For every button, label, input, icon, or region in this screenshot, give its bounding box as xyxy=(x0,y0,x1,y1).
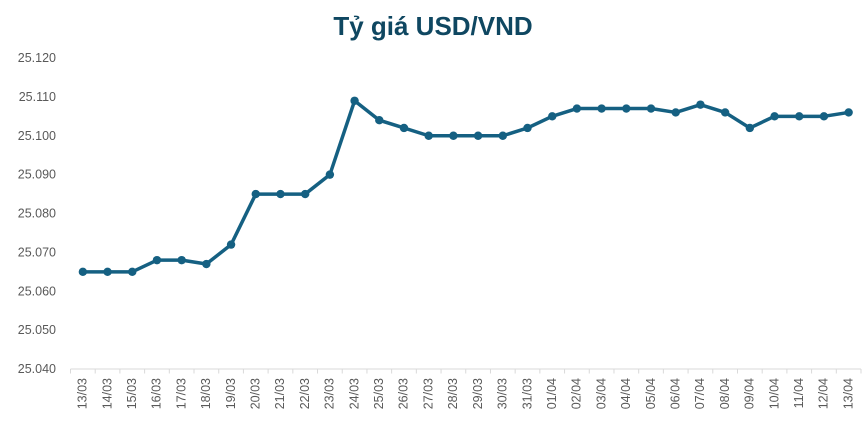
data-point-marker xyxy=(103,267,112,277)
x-axis-tick-label: 06/04 xyxy=(668,378,682,409)
x-axis-tick-label: 12/04 xyxy=(817,378,831,409)
x-axis-tick-label: 08/04 xyxy=(718,378,732,409)
y-axis-tick-label: 25.040 xyxy=(18,362,56,376)
x-axis-tick-label: 04/04 xyxy=(619,378,633,409)
x-axis-tick-label: 16/03 xyxy=(150,378,164,409)
data-point-marker xyxy=(622,104,631,113)
data-point-marker xyxy=(375,116,384,125)
data-point-marker xyxy=(128,267,137,277)
x-axis-tick-label: 10/04 xyxy=(767,378,781,409)
y-axis-tick-label: 25.100 xyxy=(18,129,56,143)
data-point-marker xyxy=(300,189,310,199)
series-line xyxy=(81,99,851,274)
data-point-marker xyxy=(795,112,804,121)
data-point-marker xyxy=(819,112,829,121)
x-axis-tick-label: 13/04 xyxy=(841,378,855,409)
x-axis-tick-label: 05/04 xyxy=(644,378,658,409)
x-axis-tick-label: 28/03 xyxy=(446,378,460,409)
data-point-marker xyxy=(498,131,508,140)
data-point-marker xyxy=(276,189,285,199)
x-axis-tick-label: 03/04 xyxy=(594,378,608,409)
y-axis-tick-label: 25.060 xyxy=(18,284,56,298)
data-point-marker xyxy=(251,189,260,199)
x-axis-tick-label: 02/04 xyxy=(570,378,584,409)
data-point-marker xyxy=(473,131,483,140)
data-point-marker xyxy=(325,170,335,179)
x-axis-tick-label: 23/03 xyxy=(323,378,337,409)
data-point-marker xyxy=(548,112,557,121)
data-point-marker xyxy=(646,104,656,113)
data-point-marker xyxy=(770,112,779,121)
data-point-marker xyxy=(399,123,409,133)
y-axis-tick-label: 25.110 xyxy=(19,90,56,104)
x-axis-tick-label: 26/03 xyxy=(397,378,411,409)
data-point-marker xyxy=(572,104,582,113)
x-axis-tick-label: 07/04 xyxy=(693,378,707,409)
x-axis-tick-label: 15/03 xyxy=(125,378,139,409)
data-point-marker xyxy=(696,100,705,109)
x-axis-tick-label: 22/03 xyxy=(298,378,312,409)
data-point-marker xyxy=(177,255,186,265)
x-axis-tick-label: 21/03 xyxy=(273,378,287,409)
x-axis-tick-label: 29/03 xyxy=(471,378,485,409)
x-axis-tick-label: 17/03 xyxy=(174,378,188,409)
x-axis-tick-label: 27/03 xyxy=(421,378,435,409)
data-point-marker xyxy=(78,267,88,277)
x-axis-tick-label: 14/03 xyxy=(100,378,114,409)
x-axis-tick-label: 13/03 xyxy=(76,378,90,409)
y-axis-tick-label: 25.080 xyxy=(18,207,56,221)
x-axis-tick-label: 20/03 xyxy=(249,378,263,409)
x-axis-tick-label: 01/04 xyxy=(545,378,559,409)
data-point-marker xyxy=(720,108,730,117)
y-axis-tick-label: 25.120 xyxy=(18,51,56,65)
data-point-marker xyxy=(745,123,755,133)
data-point-marker xyxy=(226,240,236,249)
x-axis-tick-label: 09/04 xyxy=(743,378,757,409)
data-point-marker xyxy=(597,104,606,113)
x-axis-tick-label: 18/03 xyxy=(199,378,213,409)
y-axis-tick-label: 25.090 xyxy=(18,168,56,182)
data-point-marker xyxy=(449,131,458,140)
data-point-marker xyxy=(523,123,532,133)
chart-title: Tỷ giá USD/VND xyxy=(333,11,533,41)
x-axis-tick-label: 30/03 xyxy=(496,378,510,409)
data-point-marker xyxy=(424,131,433,140)
x-axis-tick-label: 25/03 xyxy=(372,378,386,409)
x-axis-tick-label: 11/04 xyxy=(792,378,806,408)
data-point-marker xyxy=(844,108,853,117)
data-point-marker xyxy=(350,96,359,105)
data-point-marker xyxy=(202,259,211,269)
x-axis-tick-label: 19/03 xyxy=(224,378,238,409)
y-axis-tick-label: 25.050 xyxy=(18,323,56,337)
x-axis-tick-label: 31/03 xyxy=(520,378,534,409)
data-point-marker xyxy=(671,108,680,117)
y-axis-tick-label: 25.070 xyxy=(18,245,56,259)
x-axis-tick-label: 24/03 xyxy=(347,378,361,409)
data-point-marker xyxy=(152,255,162,265)
